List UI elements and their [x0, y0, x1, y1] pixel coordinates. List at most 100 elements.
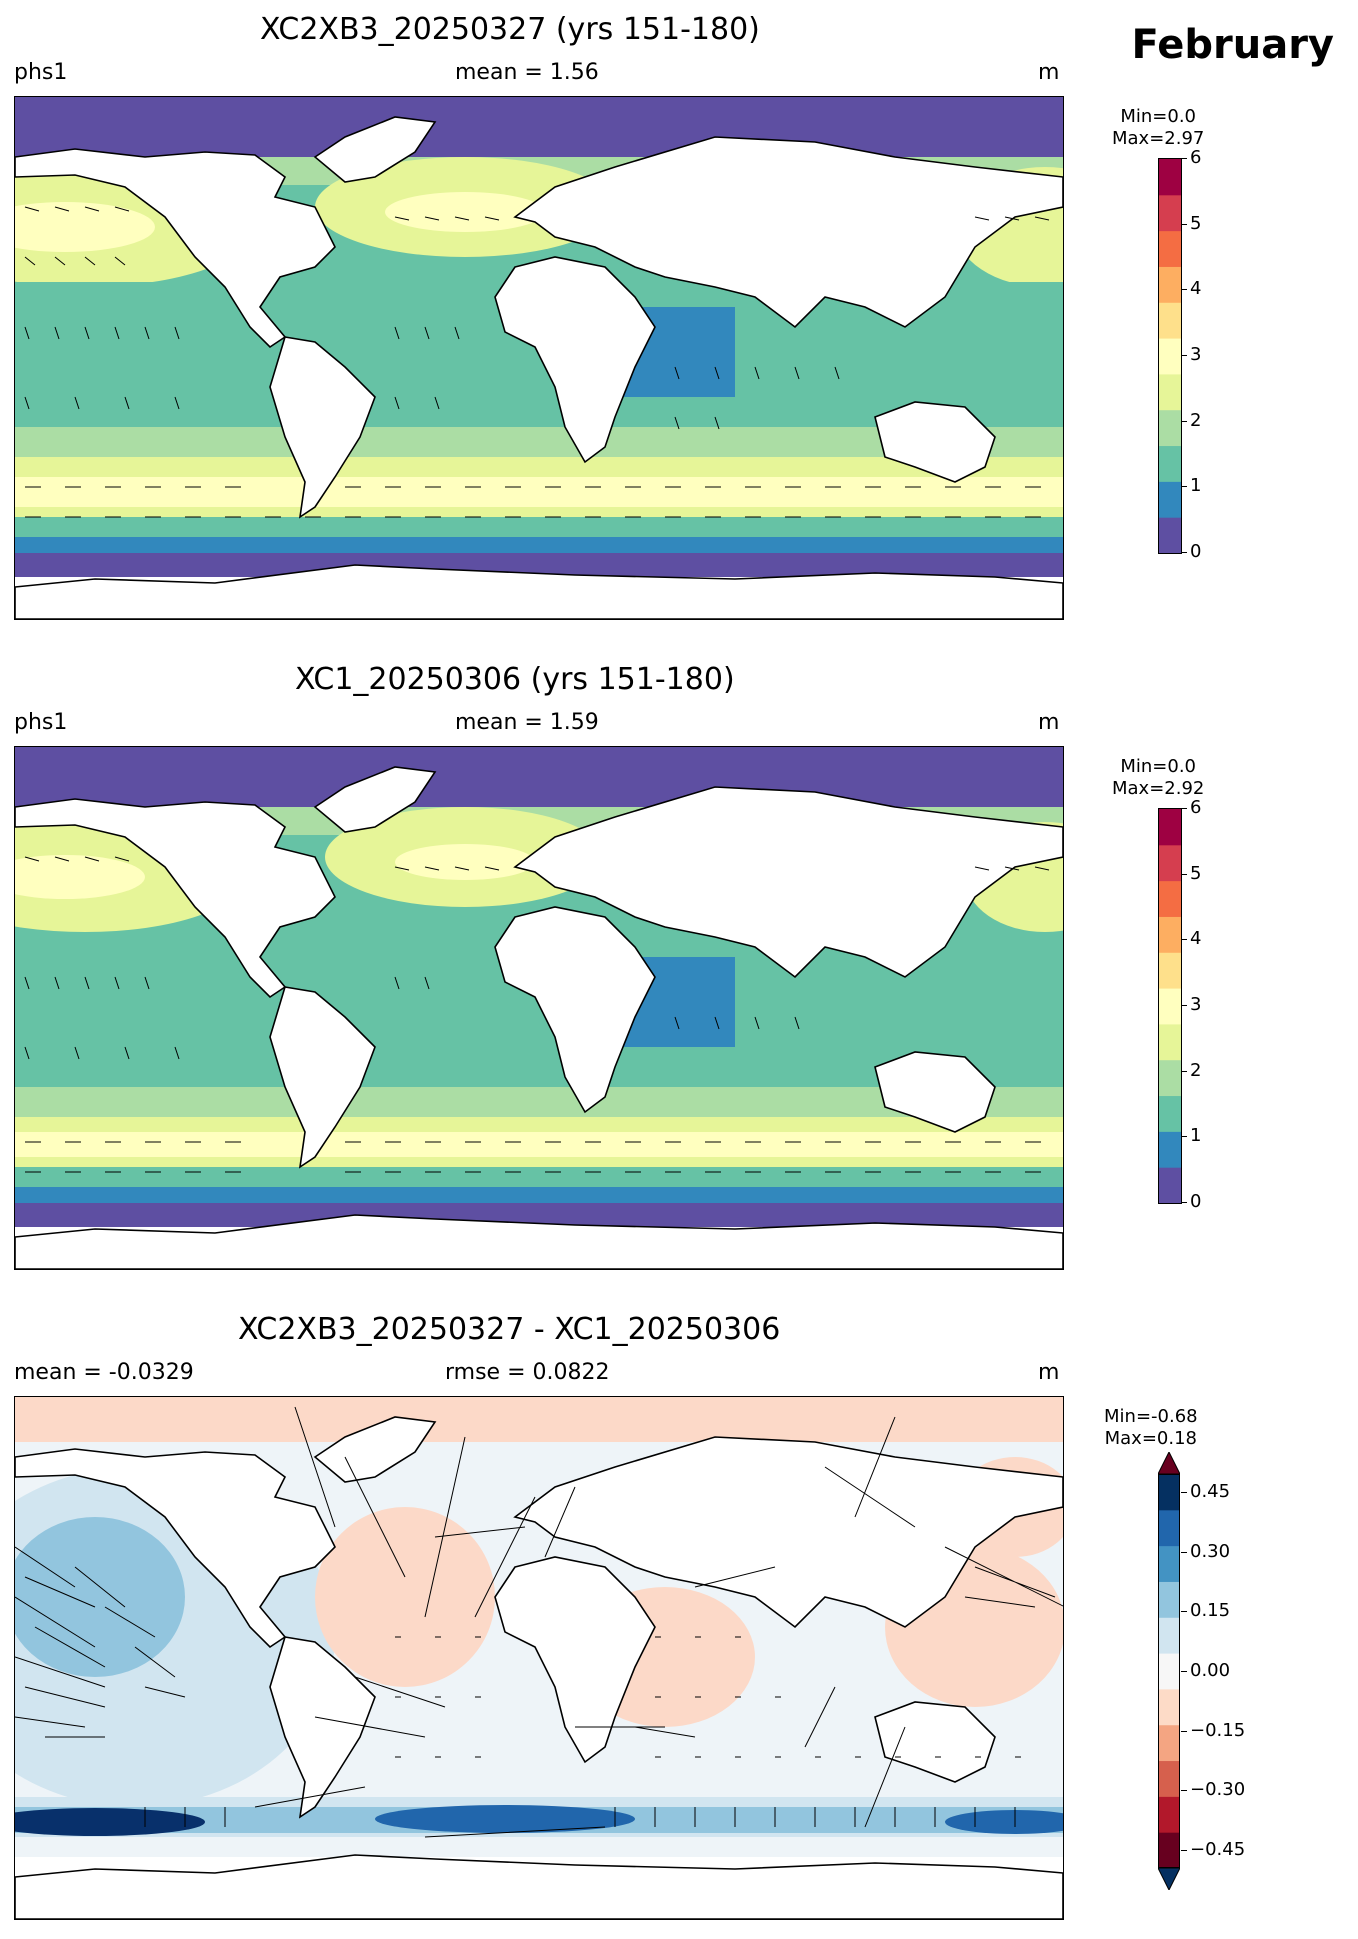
colorbar-segment — [1159, 517, 1181, 553]
colorbar-tick-label: 3 — [1190, 344, 1202, 365]
colorbar-tick-mark — [1181, 1730, 1187, 1732]
panel-1-unit-label: m — [1038, 60, 1060, 85]
colorbar-segment — [1159, 338, 1181, 375]
panel-1-colorbar-svg — [1159, 159, 1181, 553]
continents — [15, 766, 1063, 1269]
colorbar-segment — [1159, 1059, 1181, 1097]
colorbar-tick-mark — [1181, 1070, 1187, 1072]
colorbar-tick-label: −0.45 — [1190, 1839, 1246, 1861]
colorbar-tick-label: 4 — [1190, 278, 1202, 300]
colorbar-segment — [1158, 1581, 1180, 1618]
colorbar-tick-label: 1 — [1190, 475, 1202, 497]
north-america — [15, 1448, 336, 1649]
panel-1-variable-label: phs1 — [14, 60, 68, 85]
colorbar-segment — [1159, 1023, 1181, 1061]
continents — [15, 116, 1063, 619]
panel-1-colorbar — [1158, 158, 1182, 554]
colorbar-segment — [1159, 159, 1181, 196]
colorbar-tick-mark — [1181, 1611, 1187, 1613]
panel-3-map-svg — [15, 1397, 1063, 1919]
arctic-band — [15, 97, 1063, 157]
colorbar-segment — [1158, 1653, 1180, 1690]
colorbar-tick-mark — [1181, 808, 1187, 809]
colorbar-segment — [1158, 1796, 1180, 1833]
panel-1-map — [14, 96, 1064, 620]
panel-3-minmax: Min=-0.68 Max=0.18 — [1104, 1406, 1198, 1450]
colorbar-tick-label: 3 — [1190, 994, 1202, 1015]
colorbar-segment — [1159, 988, 1181, 1025]
panel-3-vector-field — [15, 1406, 1063, 1838]
panel-1-title: XC2XB3_20250327 (yrs 151-180) — [260, 12, 760, 47]
australia — [874, 401, 996, 483]
colorbar-tick-mark — [1181, 289, 1187, 291]
panel-2-title: XC1_20250306 (yrs 151-180) — [295, 662, 735, 697]
panel-2-vector-field — [24, 856, 1050, 1173]
greenland — [313, 116, 437, 183]
colorbar-segment — [1159, 194, 1181, 232]
month-label: February — [1131, 22, 1334, 68]
colorbar-segment — [1159, 266, 1181, 303]
colorbar-tick-label: 2 — [1190, 1059, 1202, 1081]
colorbar-tick-label: 1 — [1190, 1125, 1202, 1147]
colorbar-segment — [1158, 1832, 1180, 1868]
colorbar-tick-label: 5 — [1190, 212, 1202, 234]
colorbar-segment — [1158, 1509, 1180, 1547]
antarctica — [15, 564, 1063, 619]
panel-2-colorbar — [1158, 808, 1182, 1204]
colorbar-tick-label: −0.30 — [1190, 1779, 1246, 1801]
antarctica — [15, 1854, 1063, 1919]
colorbar-segment — [1159, 445, 1181, 482]
colorbar-segment — [1158, 1474, 1180, 1511]
colorbar-segment — [1159, 481, 1181, 518]
greenland — [313, 1416, 437, 1483]
south-america — [269, 1636, 376, 1819]
southern-ocean-strong-negative — [15, 1808, 205, 1836]
colorbar-tick-mark — [1181, 873, 1187, 875]
south-america — [269, 986, 376, 1169]
australia — [874, 1051, 996, 1133]
colorbar-tick-label: −0.15 — [1190, 1719, 1246, 1741]
colorbar-tick-label: 0.45 — [1190, 1480, 1231, 1502]
colorbar-segment — [1159, 1131, 1181, 1168]
continents — [15, 1416, 1063, 1919]
colorbar-tick-mark — [1181, 1850, 1187, 1852]
colorbar-segment — [1159, 373, 1181, 411]
panel-3-colorbar-top-extend — [1158, 1452, 1180, 1474]
colorbar-segment — [1159, 1095, 1181, 1132]
colorbar-tick-mark — [1181, 223, 1187, 225]
panel-3-min-label: Min=-0.68 — [1104, 1406, 1198, 1427]
panel-2-mean-label: mean = 1.59 — [455, 710, 599, 735]
colorbar-segment — [1159, 952, 1181, 989]
colorbar-tick-mark — [1181, 1136, 1187, 1138]
panel-1-mean-label: mean = 1.56 — [455, 60, 599, 85]
colorbar-tick-mark — [1181, 1790, 1187, 1792]
colorbar-tick-label: 2 — [1190, 409, 1202, 431]
colorbar-segment — [1158, 1545, 1180, 1582]
antarctica — [15, 1214, 1063, 1269]
eurasia — [513, 786, 1063, 979]
panel-1-map-svg — [15, 97, 1063, 619]
africa — [494, 906, 656, 1114]
colorbar-segment — [1159, 230, 1181, 267]
colorbar-tick-mark — [1181, 1671, 1187, 1672]
colorbar-tick-label: 5 — [1190, 862, 1202, 884]
colorbar-segment — [1158, 1724, 1180, 1762]
colorbar-segment — [1159, 880, 1181, 917]
southern-band-3 — [15, 477, 1063, 507]
panel-3-rmse-label: rmse = 0.0822 — [445, 1360, 610, 1385]
panel-3-title: XC2XB3_20250327 - XC1_20250306 — [238, 1312, 781, 1347]
panel-2-map-svg — [15, 747, 1063, 1269]
panel-3-mean-label: mean = -0.0329 — [14, 1360, 194, 1385]
australia — [874, 1701, 996, 1783]
colorbar-tick-mark — [1181, 486, 1187, 488]
panel-3-max-label: Max=0.18 — [1104, 1428, 1197, 1449]
panel-3-colorbar-svg — [1158, 1474, 1180, 1868]
panel-3-colorbar-bottom-extend — [1158, 1868, 1180, 1890]
colorbar-tick-label: 0.30 — [1190, 1540, 1231, 1562]
colorbar-tick-label: 0.00 — [1190, 1660, 1231, 1681]
colorbar-segment — [1159, 809, 1181, 846]
eurasia — [513, 1436, 1063, 1629]
panel-1-minmax: Min=0.0 Max=2.97 — [1112, 106, 1204, 150]
greenland — [313, 766, 437, 833]
panel-3-unit-label: m — [1038, 1360, 1060, 1385]
